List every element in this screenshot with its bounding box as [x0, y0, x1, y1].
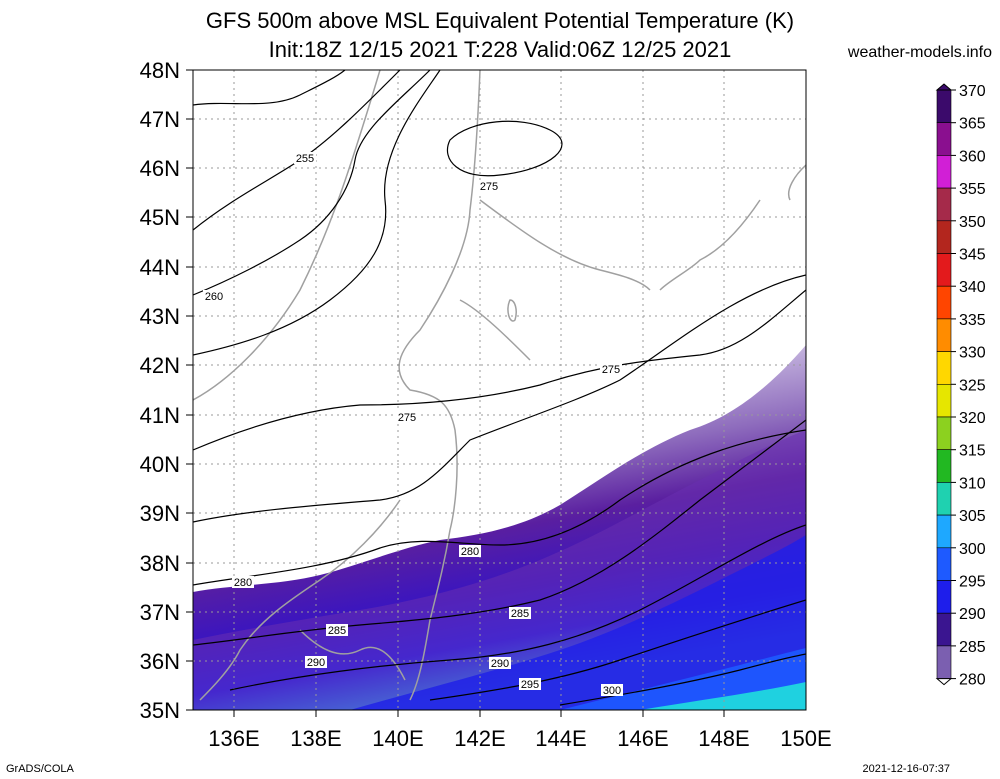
contour-label: 280: [234, 577, 252, 589]
coastlines: [193, 70, 806, 701]
lon-ticks: [233, 710, 725, 717]
colorbar-swatch: [936, 580, 952, 614]
colorbar-swatch: [936, 645, 952, 679]
colorbar-swatch: [936, 514, 952, 549]
colorbar-label: 285: [959, 639, 986, 656]
colorbar-label: 280: [959, 672, 986, 689]
colorbar-swatch: [936, 547, 952, 581]
footer-credit: GrADS/COLA: [6, 763, 74, 775]
colorbar-swatch: [936, 449, 952, 483]
map-title: GFS 500m above MSL Equivalent Potential …: [205, 8, 795, 33]
colorbar-label: 360: [959, 148, 986, 165]
lat-label: 43N: [140, 304, 180, 329]
contour-label: 260: [205, 291, 223, 303]
lat-ticks: [186, 69, 193, 711]
colorbar-swatch: [936, 612, 952, 647]
contour-label: 290: [307, 657, 325, 669]
colorbar-label: 370: [959, 83, 986, 100]
contour-label: 255: [296, 153, 314, 165]
colorbar-label: 305: [959, 508, 986, 525]
colorbar-label: 315: [959, 443, 986, 460]
contour-label: 300: [603, 685, 621, 697]
lat-label: 39N: [140, 501, 180, 526]
contour-lines: [193, 70, 806, 706]
colorbar-label: 355: [959, 181, 986, 198]
lat-label: 46N: [140, 156, 180, 181]
colorbar-label: 300: [959, 541, 986, 558]
colorbar-label: 350: [959, 214, 986, 231]
lat-label: 45N: [140, 205, 180, 230]
lon-label: 138E: [290, 726, 341, 751]
lat-label: 42N: [140, 353, 180, 378]
colorbar-swatch: [936, 220, 952, 254]
colorbar-swatch: [936, 253, 952, 287]
lon-label: 144E: [535, 726, 586, 751]
lon-label: 136E: [208, 726, 259, 751]
colorbar-swatch: [936, 187, 952, 222]
site-credit: weather-models.info: [847, 44, 992, 61]
lat-label: 47N: [140, 107, 180, 132]
lat-label: 35N: [140, 698, 180, 723]
footer-timestamp: 2021-12-16-07:37: [862, 763, 950, 775]
colorbar-swatch: [936, 383, 952, 418]
colorbar-label: 320: [959, 410, 986, 427]
colorbar-swatch: [936, 122, 952, 156]
lat-label: 37N: [140, 600, 180, 625]
contour-label: 295: [521, 679, 539, 691]
colorbar: 370 365 360 355 350 345 340 335 330 325 320 315 310 3…: [935, 83, 986, 689]
lat-label: 38N: [140, 551, 180, 576]
lon-label: 140E: [372, 726, 423, 751]
lon-label: 142E: [454, 726, 505, 751]
colorbar-swatch: [936, 318, 952, 352]
contour-label: 275: [602, 364, 620, 376]
lon-axis: 136E 138E 140E 142E 144E 146E 148E 150E: [208, 726, 831, 751]
lat-label: 36N: [140, 649, 180, 674]
colorbar-label: 295: [959, 574, 986, 591]
colorbar-swatch: [936, 285, 952, 320]
contour-label: 285: [511, 608, 529, 620]
lat-label: 44N: [140, 255, 180, 280]
contour-label: 285: [328, 625, 346, 637]
lon-label: 150E: [780, 726, 831, 751]
lat-label: 41N: [140, 403, 180, 428]
colorbar-top-arrow: [935, 83, 953, 91]
contour-label-group: 255 260 275 275 275 280 280 285 285 290 …: [203, 152, 623, 697]
contour-label: 275: [480, 181, 498, 193]
contour-label: 290: [491, 658, 509, 670]
colorbar-label: 325: [959, 377, 986, 394]
contour-label: 280: [461, 546, 479, 558]
lon-label: 148E: [698, 726, 749, 751]
colorbar-bottom-arrow: [935, 678, 953, 686]
colorbar-swatch: [936, 351, 952, 385]
lat-label: 40N: [140, 452, 180, 477]
contour-label: 275: [398, 412, 416, 424]
plot-frame: [192, 69, 807, 711]
lat-axis: 48N 47N 46N 45N 44N 43N 42N 41N 40N 39N …: [140, 58, 180, 723]
colorbar-label: 345: [959, 247, 986, 264]
colorbar-label: 365: [959, 116, 986, 133]
colorbar-label: 290: [959, 606, 986, 623]
lat-label: 48N: [140, 58, 180, 83]
colorbar-label: 330: [959, 345, 986, 362]
lon-label: 146E: [617, 726, 668, 751]
colorbar-swatch: [936, 89, 952, 124]
colorbar-label: 335: [959, 312, 986, 329]
colorbar-swatch: [936, 482, 952, 516]
colorbar-swatch: [936, 416, 952, 451]
colorbar-label: 310: [959, 475, 986, 492]
map-subtitle: Init:18Z 12/15 2021 T:228 Valid:06Z 12/2…: [268, 37, 732, 62]
colorbar-label: 340: [959, 279, 986, 296]
colorbar-swatch: [936, 155, 952, 189]
